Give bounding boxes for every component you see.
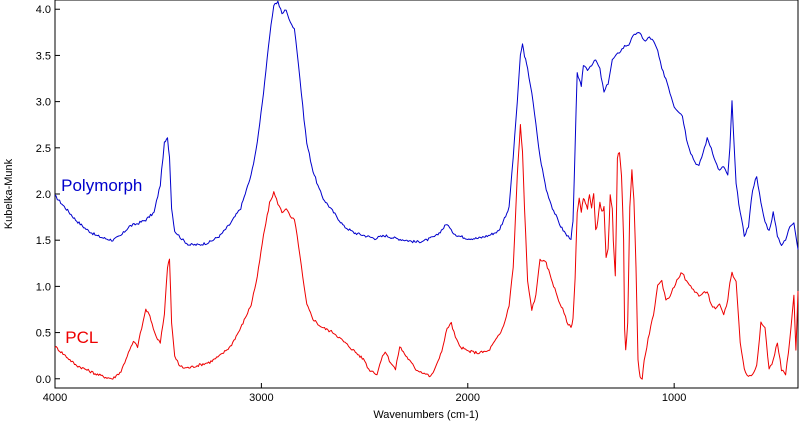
x-tick-label: 3000 [249,392,273,404]
y-tick-label: 0.5 [36,328,51,340]
y-tick-label: 3.0 [36,97,51,109]
annotation-polymorph: Polymorph [61,176,142,195]
y-tick-label: 1.0 [36,281,51,293]
x-tick-label: 1000 [662,392,686,404]
x-axis-ticks: 4000 3000 2000 1000 [43,383,686,404]
y-tick-label: 2.0 [36,189,51,201]
series-line-polymorph [54,0,799,250]
x-tick-label: 2000 [456,392,480,404]
x-tick-label: 4000 [43,392,67,404]
y-tick-label: 0.0 [36,374,51,386]
x-axis-label: Wavenumbers (cm-1) [373,409,478,421]
series-layer [54,0,799,380]
y-axis-label: Kubelka-Munk [3,158,15,229]
y-tick-label: 1.5 [36,235,51,247]
y-axis-ticks: 0.0 0.5 1.0 1.5 2.0 2.5 3.0 3.5 4.0 [36,4,60,386]
annotation-layer: Polymorph PCL [61,176,142,347]
y-tick-label: 4.0 [36,4,51,16]
y-tick-label: 2.5 [36,143,51,155]
plot-frame [54,0,799,389]
series-line-pcl [54,124,799,380]
annotation-pcl: PCL [65,328,98,347]
y-tick-label: 3.5 [36,50,51,62]
